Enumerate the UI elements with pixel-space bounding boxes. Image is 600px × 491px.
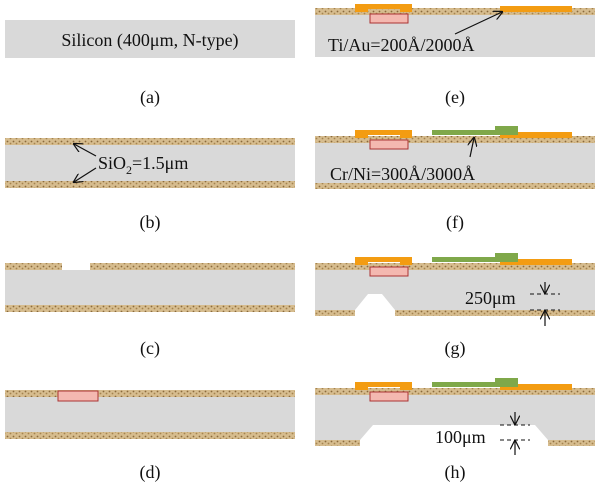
oxide <box>5 138 295 145</box>
oxide <box>5 390 295 397</box>
nickel-layer <box>432 126 518 135</box>
panel-label: (h) <box>445 462 466 483</box>
panel-text: Silicon (400μm, N-type) <box>61 30 238 51</box>
nickel-layer <box>432 378 518 387</box>
text-part: SiO <box>98 153 126 173</box>
diagram: Silicon (400μm, N-type) (a) SiO2=1.5μm (… <box>0 0 600 491</box>
oxide <box>5 305 295 312</box>
doped-region <box>370 392 408 401</box>
oxide <box>315 440 360 446</box>
doped-region <box>370 267 408 276</box>
oxide <box>5 432 295 439</box>
panel-label: (f) <box>446 212 464 233</box>
panel-label: (e) <box>445 87 465 108</box>
panel-text: 100μm <box>435 427 486 447</box>
panel-text: Cr/Ni=300Å/3000Å <box>330 164 475 184</box>
panel-text: 250μm <box>465 288 516 308</box>
oxide <box>548 440 595 446</box>
oxide <box>5 263 62 270</box>
silicon <box>5 397 295 432</box>
oxide <box>90 263 295 270</box>
panel-text: Ti/Au=200Å/2000Å <box>328 35 475 55</box>
page: Silicon (400μm, N-type) (a) SiO2=1.5μm (… <box>0 0 600 491</box>
doped-region <box>370 14 408 23</box>
panel-label: (c) <box>140 338 160 359</box>
oxide <box>315 310 355 316</box>
oxide <box>395 310 595 316</box>
oxide <box>5 181 295 188</box>
silicon <box>5 270 295 305</box>
panel-label: (a) <box>140 87 160 108</box>
doped-region <box>58 391 98 401</box>
gold-pad <box>500 6 572 12</box>
silicon <box>315 270 595 310</box>
doped-region <box>370 140 408 149</box>
panel-label: (d) <box>140 462 161 483</box>
text-part: =1.5μm <box>132 153 188 173</box>
nickel-layer <box>432 253 518 262</box>
panel-label: (g) <box>445 338 466 359</box>
panel-label: (b) <box>140 212 161 233</box>
